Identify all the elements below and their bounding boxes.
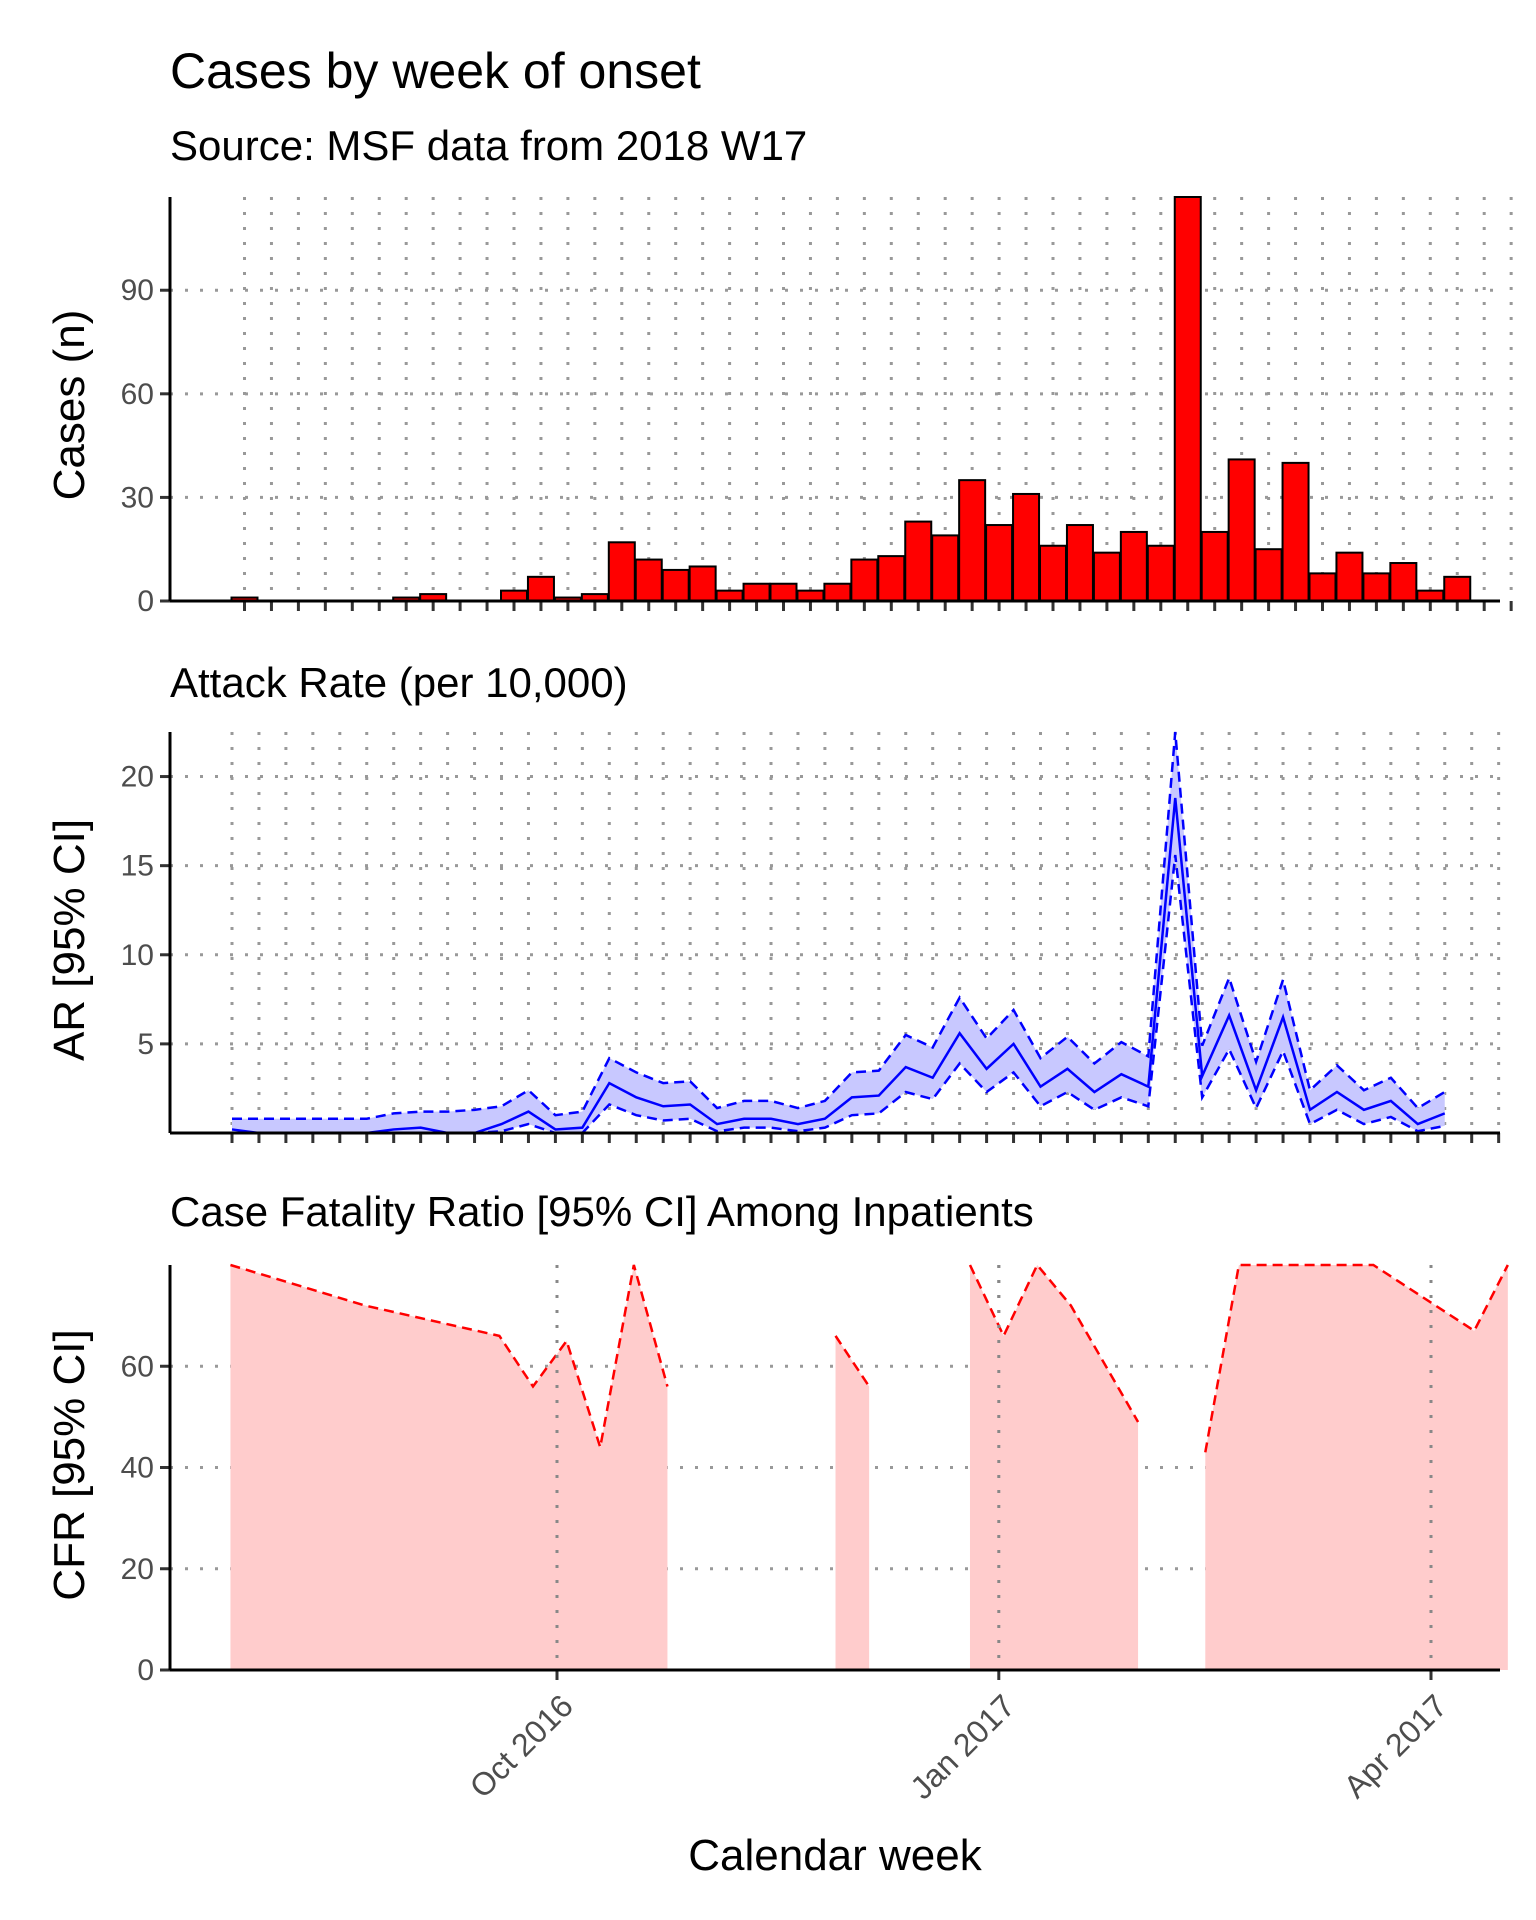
cases-bar xyxy=(1227,458,1256,602)
cases-bar xyxy=(742,582,771,603)
ar-y-tick-label: 10 xyxy=(121,939,154,972)
cases-bar xyxy=(985,524,1014,602)
cfr-upper-ci-line xyxy=(834,1335,871,1388)
cases-bar xyxy=(1443,575,1472,602)
cases-bar xyxy=(1012,492,1041,603)
cases-bar xyxy=(877,555,906,602)
ar-y-tick-label: 15 xyxy=(121,850,154,883)
attack-rate-title: Attack Rate (per 10,000) xyxy=(170,659,628,706)
cases-bar xyxy=(958,479,987,602)
ar-upper-ci-line xyxy=(232,731,1446,1120)
cases-bar xyxy=(1146,544,1175,602)
attack-rate-panel: 5 10 15 20 xyxy=(121,731,1501,1143)
ar-y-axis-title: AR [95% CI] xyxy=(45,819,94,1061)
cases-bar xyxy=(850,558,879,602)
cfr-y-tick-label: 0 xyxy=(137,1654,154,1687)
cases-bar xyxy=(769,582,798,603)
cfr-y-tick-label: 40 xyxy=(121,1452,154,1485)
cases-y-tick-label: 60 xyxy=(121,378,154,411)
cases-bar xyxy=(1119,530,1148,603)
cfr-ci-area xyxy=(1205,1265,1508,1670)
cases-bar xyxy=(931,534,960,603)
ar-y-tick-label: 5 xyxy=(137,1028,154,1061)
cases-bar xyxy=(634,558,663,602)
cases-bar xyxy=(1335,551,1364,603)
cases-bar xyxy=(500,589,528,603)
cfr-upper-ci-line xyxy=(968,1262,1140,1423)
cfr-y-tick-label: 60 xyxy=(121,1350,154,1383)
cases-bar xyxy=(688,565,717,603)
cases-bar xyxy=(1173,196,1202,602)
cases-bar xyxy=(904,520,933,602)
cfr-panel: 0 20 40 60 Oct 2016 Jan 2017 Apr 2017 xyxy=(121,1262,1509,1806)
cases-bar xyxy=(796,589,825,603)
cfr-y-axis-title: CFR [95% CI] xyxy=(45,1329,94,1600)
cases-y-tick-label: 0 xyxy=(137,585,154,618)
cases-y-axis-title: Cases (n) xyxy=(45,310,94,501)
x-axis-title: Calendar week xyxy=(688,1831,982,1880)
cases-bar xyxy=(1254,548,1283,603)
ar-y-tick-label: 20 xyxy=(121,761,154,794)
cases-y-tick-label: 30 xyxy=(121,481,154,514)
chart-title: Cases by week of onset xyxy=(170,43,701,99)
cases-bar xyxy=(1389,562,1418,602)
cases-bar xyxy=(1200,530,1229,603)
ar-estimate-line xyxy=(231,797,1446,1135)
cases-panel: 0 30 60 90 xyxy=(121,196,1513,618)
cfr-y-tick-label: 20 xyxy=(121,1553,154,1586)
ar-lower-ci-line xyxy=(232,854,1445,1135)
cases-bar xyxy=(1416,589,1445,603)
cfr-upper-ci-line xyxy=(1204,1263,1509,1453)
x-tick-label: Apr 2017 xyxy=(1337,1687,1454,1804)
cases-bar xyxy=(1039,544,1067,602)
ar-ci-band xyxy=(232,732,1445,1133)
cases-bar xyxy=(823,582,852,603)
cases-bar xyxy=(607,541,636,602)
cases-bar xyxy=(1092,551,1121,603)
cfr-title: Case Fatality Ratio [95% CI] Among Inpat… xyxy=(170,1188,1034,1235)
cases-bar xyxy=(526,575,555,602)
cases-y-tick-label: 90 xyxy=(121,274,154,307)
cases-bar xyxy=(661,568,690,603)
cases-bar xyxy=(1281,461,1310,602)
cases-bar xyxy=(1308,572,1337,603)
cases-bar xyxy=(1065,524,1094,602)
cfr-ci-area xyxy=(835,1335,870,1670)
chart-subtitle: Source: MSF data from 2018 W17 xyxy=(170,122,807,169)
x-tick-label: Jan 2017 xyxy=(903,1687,1022,1806)
cases-bar xyxy=(1362,572,1391,603)
cases-bar xyxy=(715,589,744,603)
cfr-ci-area xyxy=(230,1265,668,1670)
cfr-upper-ci-line xyxy=(230,1263,669,1448)
cfr-ci-area xyxy=(969,1265,1139,1670)
x-tick-label: Oct 2016 xyxy=(463,1687,580,1804)
